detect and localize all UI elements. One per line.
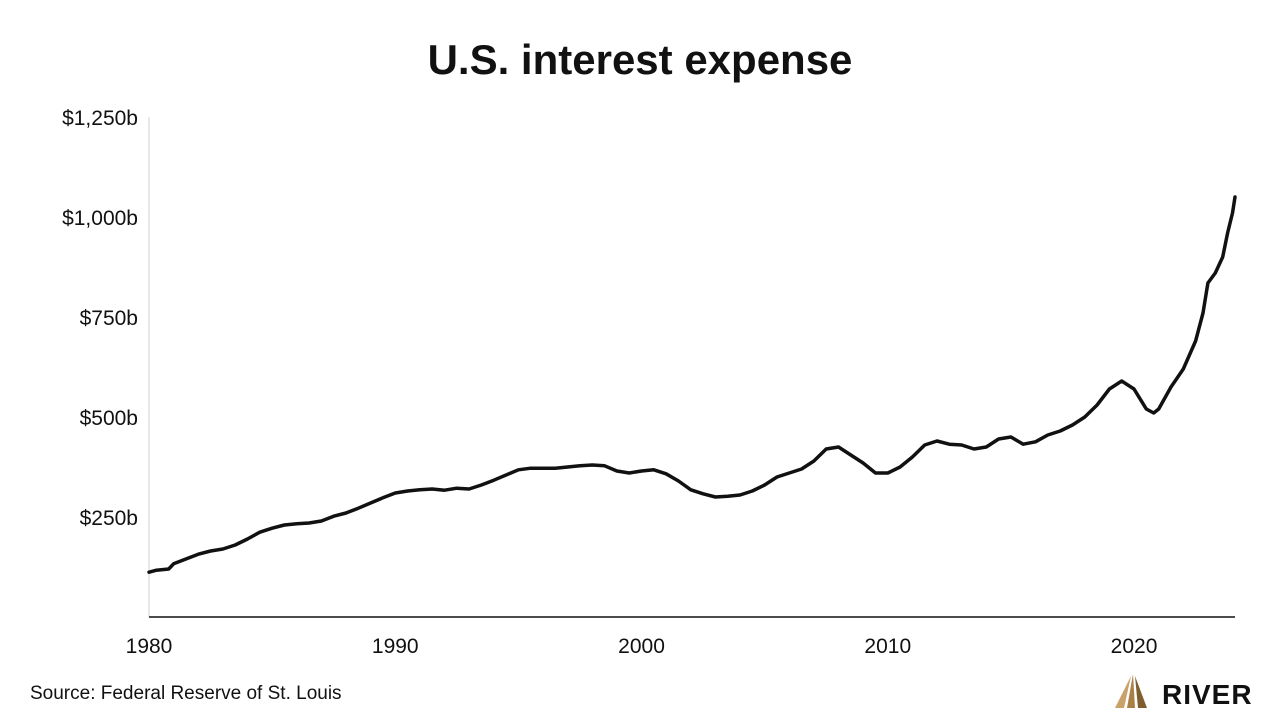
y-axis-tick-labels: $250b $500b $750b $1,000b $1,250b bbox=[62, 107, 138, 530]
interest-expense-line bbox=[147, 195, 1237, 574]
river-logo-mark-icon bbox=[1115, 674, 1147, 708]
y-tick-label: $500b bbox=[80, 407, 138, 430]
chart-title: U.S. interest expense bbox=[428, 36, 853, 83]
x-tick-label: 2020 bbox=[1111, 635, 1158, 658]
river-logo: RIVER bbox=[1115, 674, 1253, 710]
x-axis-tick-labels: 1980 1990 2000 2010 2020 bbox=[126, 635, 1158, 658]
y-tick-label: $1,000b bbox=[62, 207, 138, 230]
x-tick-label: 1980 bbox=[126, 635, 173, 658]
source-note: Source: Federal Reserve of St. Louis bbox=[30, 683, 342, 704]
y-tick-label: $750b bbox=[80, 307, 138, 330]
y-tick-label: $1,250b bbox=[62, 107, 138, 130]
river-logo-text: RIVER bbox=[1162, 679, 1253, 710]
y-tick-label: $250b bbox=[80, 507, 138, 530]
x-tick-label: 2000 bbox=[618, 635, 665, 658]
x-tick-label: 2010 bbox=[864, 635, 911, 658]
x-tick-label: 1990 bbox=[372, 635, 419, 658]
